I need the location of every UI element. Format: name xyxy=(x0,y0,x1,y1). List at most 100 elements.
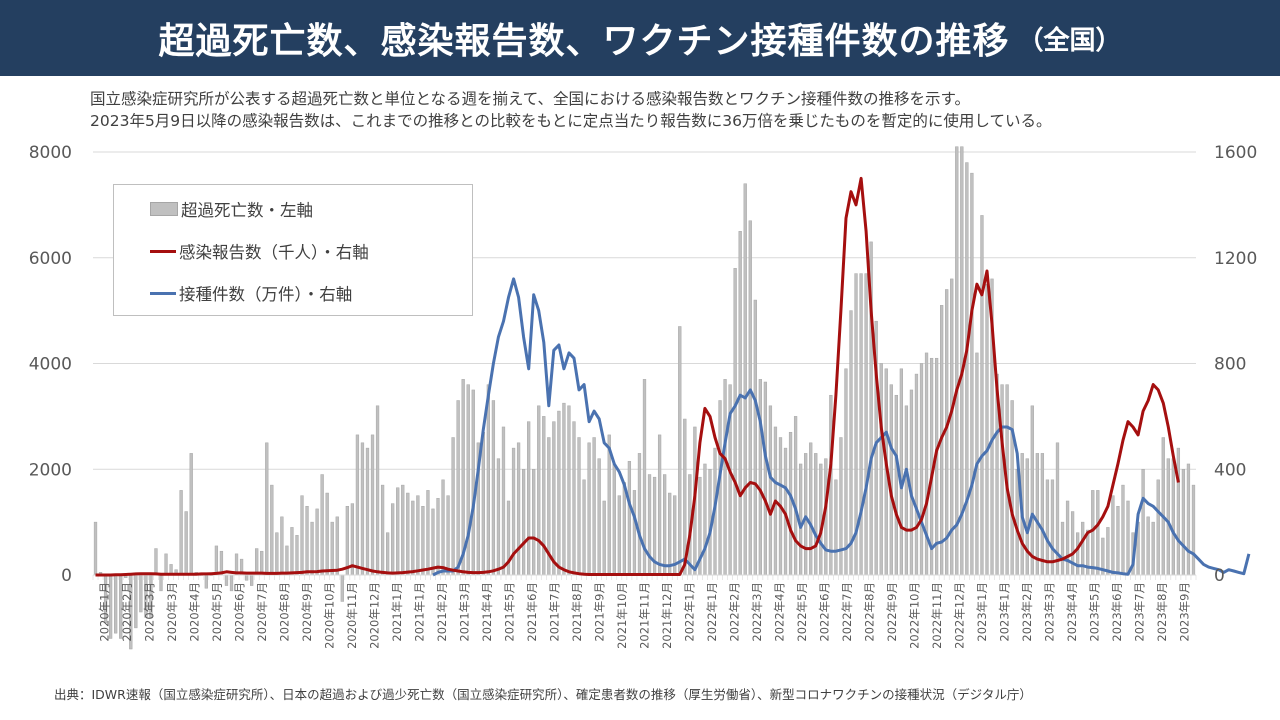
bar-excess-deaths xyxy=(1126,500,1130,576)
x-tick-label: 2020年10月 xyxy=(322,582,336,649)
x-tick-label: 2023年2月 xyxy=(1020,582,1034,642)
bar-excess-deaths xyxy=(632,490,637,576)
bar-excess-deaths xyxy=(93,521,98,576)
x-tick-label: 2020年12月 xyxy=(367,582,381,649)
bar-excess-deaths xyxy=(189,453,193,576)
y-left-tick-label: 6000 xyxy=(29,249,72,269)
bar-excess-deaths xyxy=(491,400,496,576)
bar-excess-deaths xyxy=(1040,453,1045,576)
bar-excess-deaths xyxy=(244,574,249,581)
y-right-tick-label: 1600 xyxy=(1214,143,1257,163)
bar-excess-deaths xyxy=(310,521,314,576)
x-tick-label: 2020年4月 xyxy=(187,582,201,642)
bar-excess-deaths xyxy=(904,405,909,576)
bar-excess-deaths xyxy=(224,574,229,586)
bar-excess-deaths xyxy=(970,172,974,576)
line-series xyxy=(95,176,1251,577)
x-tick-label: 2022年6月 xyxy=(818,582,832,642)
bar-excess-deaths xyxy=(1060,521,1065,576)
y-right-tick-label: 1200 xyxy=(1214,249,1257,269)
bar-excess-deaths xyxy=(834,479,838,576)
bar-excess-deaths xyxy=(723,379,727,576)
bar-excess-deaths xyxy=(1191,484,1196,576)
bar-excess-deaths xyxy=(521,469,526,576)
bar-excess-deaths xyxy=(557,410,561,576)
y-left-tick-label: 8000 xyxy=(29,143,72,163)
y-axis-right: 0 400 800 1200 1600 xyxy=(1214,143,1257,586)
bar-excess-deaths xyxy=(788,431,793,576)
bar-excess-deaths xyxy=(612,463,616,576)
bar-excess-deaths xyxy=(909,389,914,576)
bar-excess-deaths xyxy=(456,400,460,576)
y-right-tick-label: 400 xyxy=(1214,460,1246,480)
y-left-tick-label: 4000 xyxy=(29,355,72,375)
bar-excess-deaths xyxy=(416,495,420,576)
bar-excess-deaths xyxy=(743,183,747,576)
bar-excess-deaths xyxy=(914,373,919,576)
x-tick-label: 2023年4月 xyxy=(1065,582,1079,642)
bar-excess-deaths xyxy=(819,463,823,576)
bar-excess-deaths xyxy=(496,458,501,576)
x-tick-label: 2022年9月 xyxy=(885,582,899,642)
bar-excess-deaths xyxy=(814,453,818,576)
x-tick-label: 2023年5月 xyxy=(1088,582,1102,642)
bar-excess-deaths xyxy=(114,574,118,634)
bar-excess-deaths xyxy=(597,458,601,576)
bar-excess-deaths xyxy=(305,506,309,576)
bar-excess-deaths xyxy=(889,384,893,576)
bar-excess-deaths xyxy=(320,474,324,576)
y-right-tick-label: 800 xyxy=(1214,355,1246,375)
description-line-2: 2023年5月9日以降の感染報告数は、これまでの推移との比較をもとに定点当たり報… xyxy=(90,112,1052,130)
bar-excess-deaths xyxy=(1076,532,1080,576)
bar-excess-deaths xyxy=(552,421,556,576)
x-tick-label: 2023年1月 xyxy=(998,582,1012,642)
description-line-1: 国立感染症研究所が公表する超過死亡数と単位となる週を揃えて、全国における感染報告… xyxy=(90,90,970,108)
bar-excess-deaths xyxy=(1096,490,1100,576)
bar-excess-deaths xyxy=(879,363,883,576)
x-tick-label: 2021年11月 xyxy=(638,582,652,649)
bar-excess-deaths xyxy=(396,487,400,576)
bar-excess-deaths xyxy=(426,490,430,576)
legend-swatch-bar xyxy=(150,202,178,216)
bar-excess-deaths xyxy=(1010,400,1014,576)
x-tick-label: 2021年7月 xyxy=(547,582,561,642)
y-right-tick-label: 0 xyxy=(1214,566,1225,586)
line-vaccinations xyxy=(432,277,1251,577)
bar-excess-deaths xyxy=(214,545,219,576)
bar-excess-deaths xyxy=(154,548,158,576)
bar-excess-deaths xyxy=(703,463,707,576)
bar-excess-deaths xyxy=(637,453,642,576)
bar-excess-deaths xyxy=(532,469,536,576)
bar-excess-deaths xyxy=(184,511,188,576)
bar-excess-deaths xyxy=(431,508,435,576)
bar-excess-deaths xyxy=(134,574,138,629)
bar-excess-deaths xyxy=(501,426,506,576)
y-left-tick-label: 0 xyxy=(61,566,72,586)
bar-excess-deaths xyxy=(486,384,491,576)
bar-excess-deaths xyxy=(668,492,672,576)
bar-excess-deaths xyxy=(411,500,415,576)
legend-item-infections: 感染報告数（千人）・右軸 xyxy=(150,239,369,263)
bar-excess-deaths xyxy=(753,299,757,576)
x-tick-label: 2023年8月 xyxy=(1155,582,1169,642)
bar-excess-deaths xyxy=(179,490,183,576)
bar-excess-deaths xyxy=(864,273,868,576)
bar-excess-deaths xyxy=(1070,511,1075,576)
legend-swatch-red-line xyxy=(150,249,176,253)
x-tick-label: 2020年11月 xyxy=(345,582,359,649)
bar-excess-deaths xyxy=(290,527,294,576)
bar-excess-deaths xyxy=(355,434,360,576)
x-tick-label: 2022年11月 xyxy=(930,582,944,649)
bar-excess-deaths xyxy=(1181,469,1186,576)
bar-excess-deaths xyxy=(1025,458,1029,576)
bar-excess-deaths xyxy=(542,416,546,576)
bar-excess-deaths xyxy=(965,162,969,576)
bar-excess-deaths xyxy=(250,574,254,586)
x-tick-label: 2021年1月 xyxy=(390,582,404,642)
x-tick-label: 2020年9月 xyxy=(300,582,314,642)
bar-excess-deaths xyxy=(859,273,863,576)
x-axis-labels: 2020年1月 2020年2月 2020年3月 2020年3月 2020年4月 2020年… xyxy=(97,582,1191,649)
bar-excess-deaths xyxy=(451,437,455,576)
bar-excess-deaths xyxy=(360,442,365,576)
